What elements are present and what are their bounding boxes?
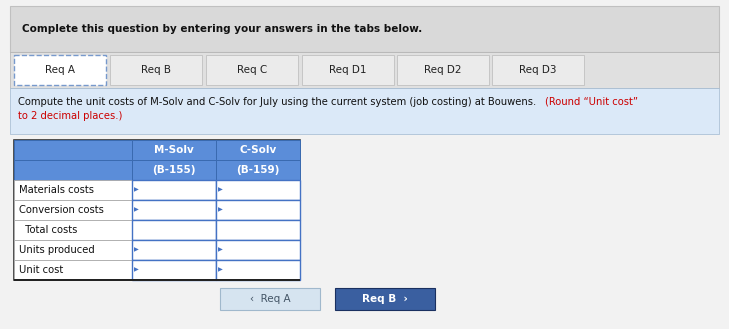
Text: (Round “Unit cost”: (Round “Unit cost” [545,97,638,107]
Bar [132,200,216,220]
Bar [14,240,132,260]
Text: ▶: ▶ [218,267,223,272]
Text: Materials costs: Materials costs [19,185,94,195]
Text: ▶: ▶ [218,247,223,252]
Bar [216,240,300,260]
Text: ▶: ▶ [218,188,223,192]
Text: Req D3: Req D3 [519,65,557,75]
Bar [216,160,300,180]
Text: (B-159): (B-159) [236,165,280,175]
Bar [14,220,132,240]
Bar [14,140,132,160]
Bar [10,6,719,52]
Text: ▶: ▶ [218,208,223,213]
Text: ▶: ▶ [134,247,139,252]
Bar [10,52,719,88]
Text: Req A: Req A [45,65,75,75]
Bar [10,88,719,134]
Bar [132,220,216,240]
Bar [110,55,202,85]
Bar [14,279,300,281]
Text: C-Solv: C-Solv [239,145,276,155]
Bar [492,55,584,85]
Bar [14,260,132,280]
Bar [335,288,435,310]
Bar [216,200,300,220]
Text: Req C: Req C [237,65,267,75]
Bar [14,140,300,280]
Text: ▶: ▶ [134,267,139,272]
Text: ▶: ▶ [134,208,139,213]
Text: M-Solv: M-Solv [154,145,194,155]
Bar [14,160,132,180]
Text: Req D1: Req D1 [330,65,367,75]
Text: ‹  Req A: ‹ Req A [250,294,290,304]
Text: Req B: Req B [141,65,171,75]
Bar [220,288,320,310]
Text: Units produced: Units produced [19,245,95,255]
Text: Total costs: Total costs [19,225,77,235]
Bar [216,180,300,200]
Bar [206,55,298,85]
Bar [14,55,106,85]
Bar [132,180,216,200]
Text: (B-155): (B-155) [152,165,196,175]
Bar [132,140,216,160]
Bar [132,240,216,260]
Bar [132,260,216,280]
Text: to 2 decimal places.): to 2 decimal places.) [18,111,122,121]
Text: Req B  ›: Req B › [362,294,408,304]
Text: Conversion costs: Conversion costs [19,205,104,215]
Bar [216,260,300,280]
Text: Req D2: Req D2 [424,65,461,75]
Text: Complete this question by entering your answers in the tabs below.: Complete this question by entering your … [22,24,422,34]
Text: Compute the unit costs of M-Solv and C-Solv for July using the current system (j: Compute the unit costs of M-Solv and C-S… [18,97,537,107]
Bar [132,160,216,180]
Bar [302,55,394,85]
Bar [397,55,489,85]
Text: Unit cost: Unit cost [19,265,63,275]
Bar [216,220,300,240]
Text: ▶: ▶ [134,188,139,192]
Bar [14,180,132,200]
Bar [14,200,132,220]
Bar [216,140,300,160]
